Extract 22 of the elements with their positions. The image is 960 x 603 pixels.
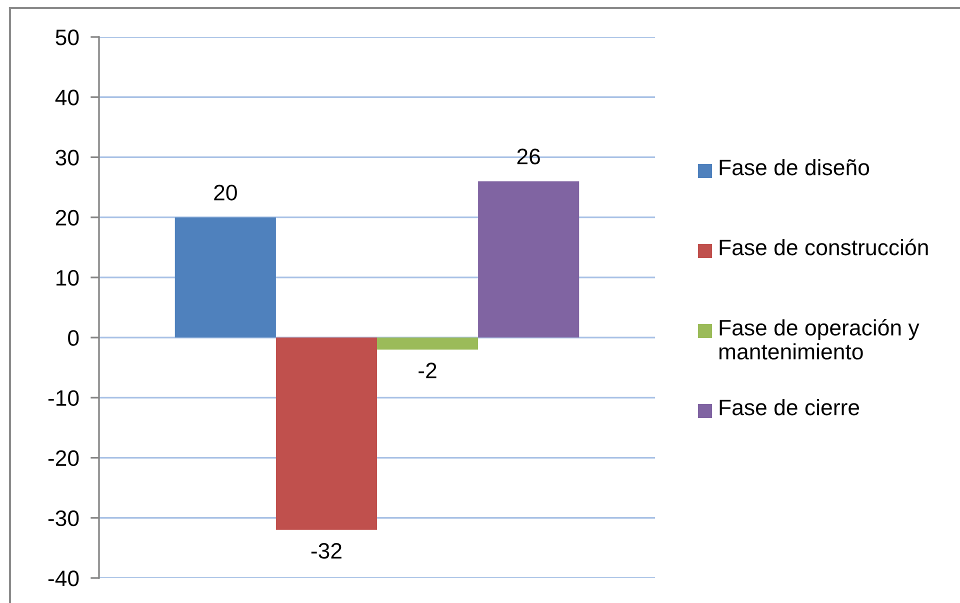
y-tick-label: 30 xyxy=(56,150,79,166)
y-tick-label: -30 xyxy=(48,510,79,526)
bar xyxy=(174,217,276,338)
y-tick-label: 40 xyxy=(55,90,79,106)
y-tick-label: 0 xyxy=(68,330,79,346)
legend-label: Fase de cierre xyxy=(720,399,860,416)
bar xyxy=(377,338,478,350)
legend-label: Fase de construcción xyxy=(720,238,928,256)
data-label: 26 xyxy=(517,148,540,164)
data-label: -2 xyxy=(418,362,436,378)
data-label: -32 xyxy=(311,543,342,559)
y-tick-label: -20 xyxy=(48,450,79,466)
legend-label: Fase de diseño xyxy=(720,159,870,176)
y-tick-label: -10 xyxy=(48,390,79,406)
y-tick-label: 20 xyxy=(56,210,79,226)
bar xyxy=(478,181,580,338)
bar xyxy=(276,338,377,530)
y-tick-label: -40 xyxy=(48,570,79,586)
y-tick-label: 50 xyxy=(56,30,79,46)
y-tick-label: 10 xyxy=(56,270,79,286)
legend-label: Fase de operación y mantenimiento xyxy=(719,319,920,360)
data-label: 20 xyxy=(214,184,237,200)
